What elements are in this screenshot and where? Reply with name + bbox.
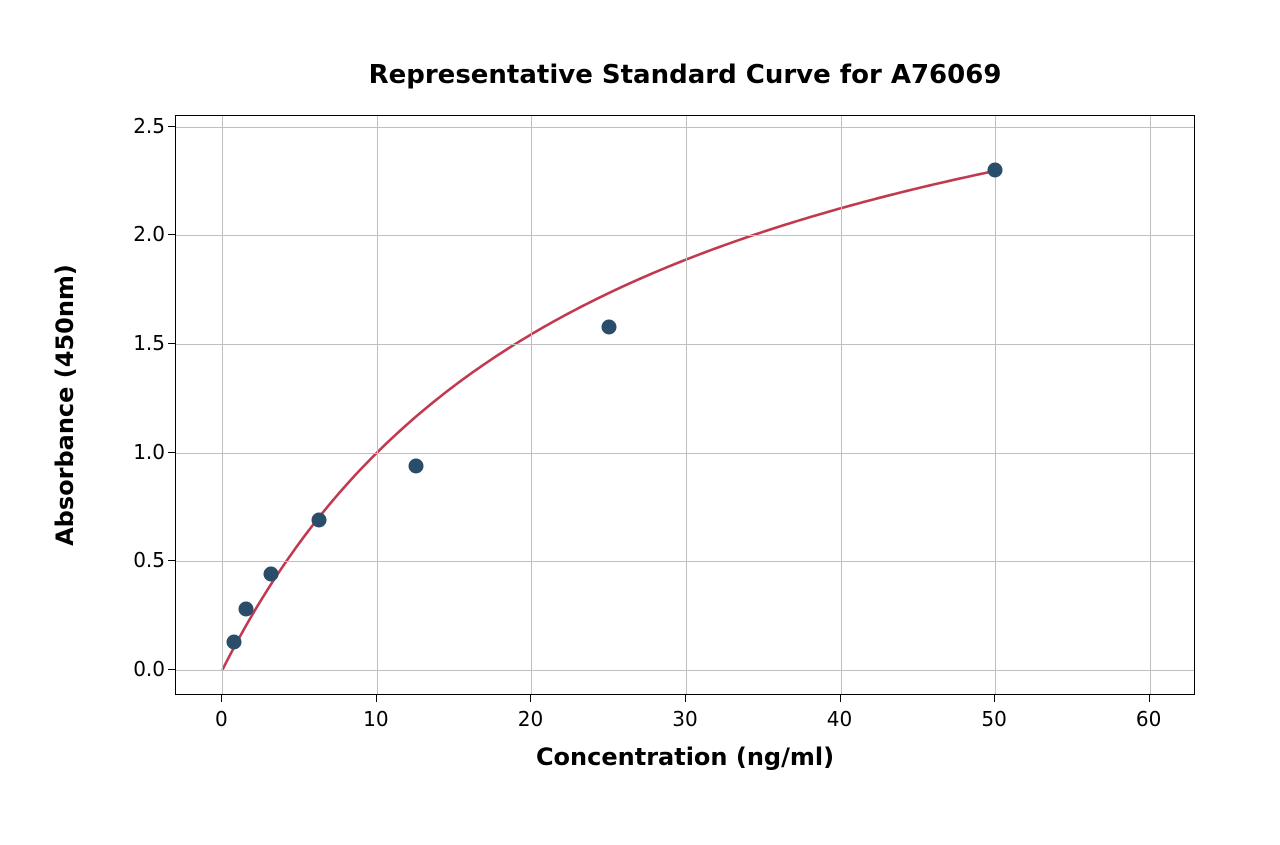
- grid-line-horizontal: [176, 561, 1194, 562]
- x-tick: [530, 695, 531, 702]
- data-point: [601, 319, 616, 334]
- y-axis-label: Absorbance (450nm): [51, 264, 79, 546]
- y-tick: [168, 669, 175, 670]
- x-axis-label: Concentration (ng/ml): [536, 743, 834, 771]
- x-tick-label: 40: [827, 707, 852, 731]
- grid-line-vertical: [222, 116, 223, 694]
- y-tick: [168, 452, 175, 453]
- y-tick-label: 0.0: [127, 657, 165, 681]
- y-tick-label: 1.0: [127, 440, 165, 464]
- y-tick-label: 2.0: [127, 222, 165, 246]
- data-point: [263, 567, 278, 582]
- grid-line-vertical: [686, 116, 687, 694]
- grid-line-horizontal: [176, 453, 1194, 454]
- chart-title: Representative Standard Curve for A76069: [369, 60, 1002, 90]
- y-tick: [168, 560, 175, 561]
- x-tick: [685, 695, 686, 702]
- data-point: [239, 602, 254, 617]
- x-tick: [1149, 695, 1150, 702]
- grid-line-vertical: [377, 116, 378, 694]
- plot-area: [175, 115, 1195, 695]
- data-point: [311, 513, 326, 528]
- data-point: [408, 458, 423, 473]
- y-tick-label: 0.5: [127, 548, 165, 572]
- y-tick-label: 1.5: [127, 331, 165, 355]
- grid-line-horizontal: [176, 670, 1194, 671]
- grid-line-vertical: [1150, 116, 1151, 694]
- y-tick: [168, 126, 175, 127]
- x-tick-label: 60: [1136, 707, 1161, 731]
- x-tick-label: 0: [215, 707, 228, 731]
- y-tick-label: 2.5: [127, 114, 165, 138]
- x-tick: [994, 695, 995, 702]
- y-tick: [168, 234, 175, 235]
- x-tick-label: 50: [981, 707, 1006, 731]
- grid-line-vertical: [841, 116, 842, 694]
- x-tick: [376, 695, 377, 702]
- grid-line-horizontal: [176, 127, 1194, 128]
- y-tick: [168, 343, 175, 344]
- fit-curve-path: [222, 171, 995, 670]
- figure: Representative Standard Curve for A76069…: [0, 0, 1280, 845]
- data-point: [988, 163, 1003, 178]
- x-tick: [221, 695, 222, 702]
- x-tick-label: 10: [363, 707, 388, 731]
- grid-line-vertical: [995, 116, 996, 694]
- x-tick-label: 20: [518, 707, 543, 731]
- data-point: [227, 634, 242, 649]
- grid-line-horizontal: [176, 235, 1194, 236]
- x-tick: [840, 695, 841, 702]
- grid-line-horizontal: [176, 344, 1194, 345]
- grid-line-vertical: [531, 116, 532, 694]
- x-tick-label: 30: [672, 707, 697, 731]
